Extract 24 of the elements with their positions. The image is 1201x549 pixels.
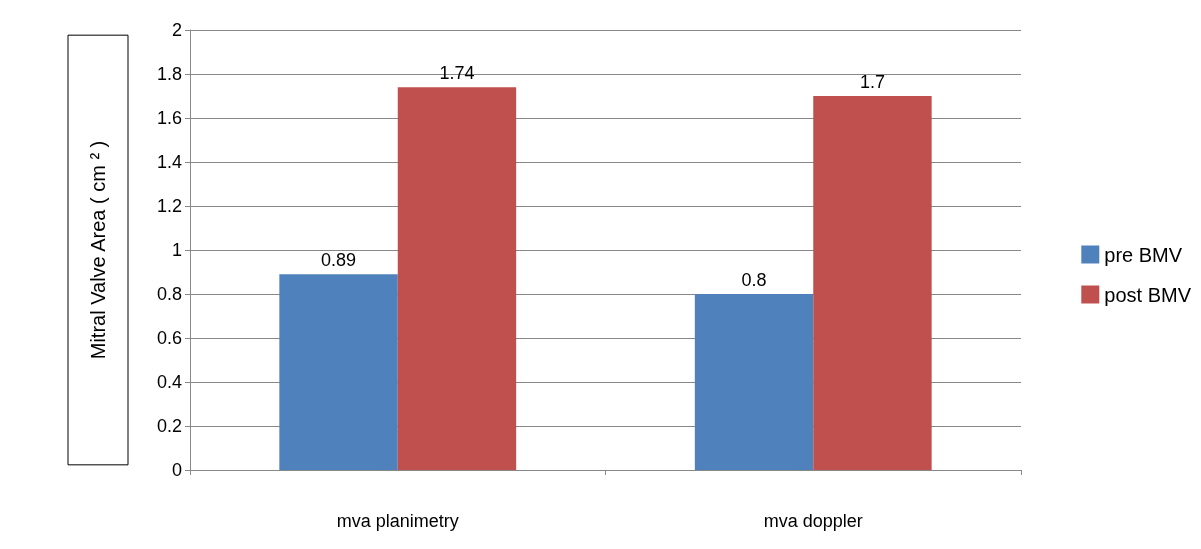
bar xyxy=(279,274,398,470)
y-tick-label: 0.2 xyxy=(156,416,182,436)
bar xyxy=(397,87,517,470)
legend-label: pre BMV xyxy=(1104,243,1183,266)
y-axis-title: Mitral Valve Area ( cm ² ) xyxy=(87,140,109,360)
y-tick-label: 0.4 xyxy=(156,372,182,392)
y-tick-label: 1.8 xyxy=(156,64,182,84)
data-label: 1.7 xyxy=(859,72,885,92)
x-tick-label: mva planimetry xyxy=(336,511,459,531)
y-tick-label: 0.6 xyxy=(156,328,182,348)
y-tick-label: 1.4 xyxy=(156,152,182,172)
data-label: 1.74 xyxy=(439,63,475,84)
data-label: 0.89 xyxy=(321,250,357,271)
y-tick-label: 1 xyxy=(171,240,182,260)
data-label: 0.8 xyxy=(741,270,767,290)
bar xyxy=(813,96,932,470)
y-tick-label: 0.8 xyxy=(156,284,182,304)
y-tick-label: 1.2 xyxy=(156,196,182,216)
legend-label: post BMV xyxy=(1104,283,1192,306)
y-tick-label: 1.6 xyxy=(156,108,182,128)
y-tick-label: 0 xyxy=(171,460,182,480)
x-tick-label: mva doppler xyxy=(763,511,863,531)
bar xyxy=(694,294,814,470)
y-tick-label: 2 xyxy=(171,20,182,40)
